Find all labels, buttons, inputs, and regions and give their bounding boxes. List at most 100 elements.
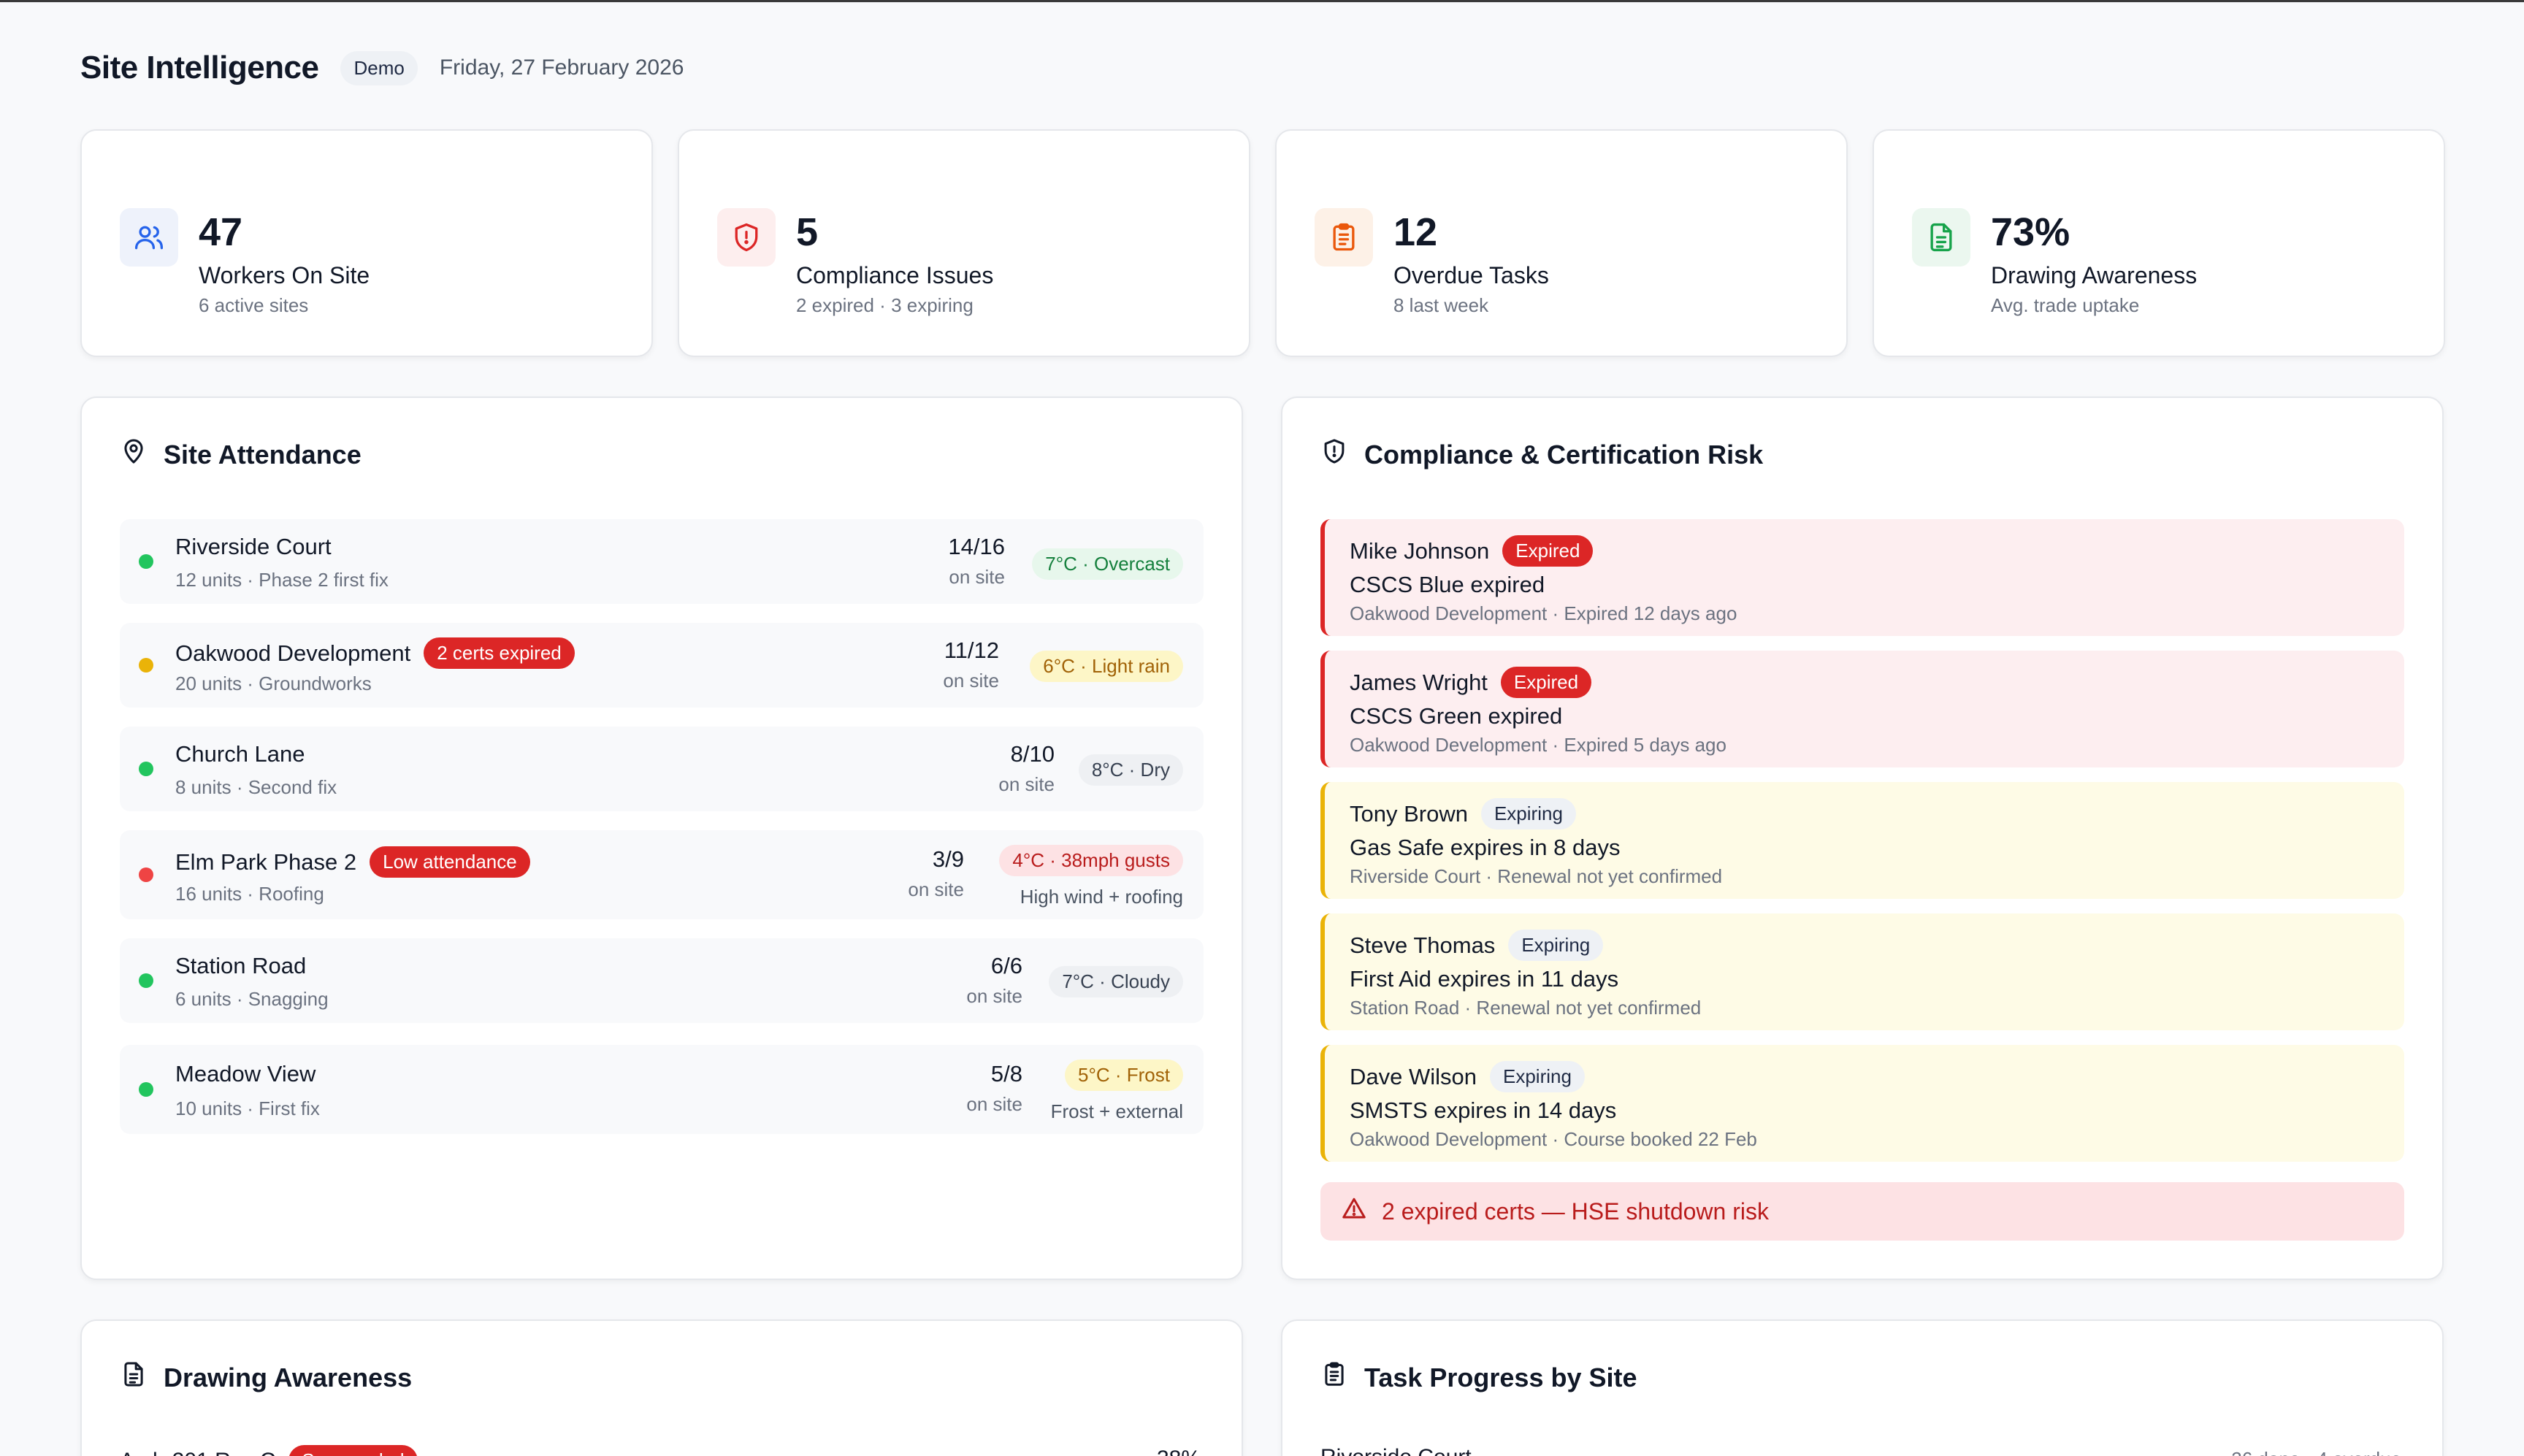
risk-name-wrap: James Wright Expired	[1350, 667, 1592, 698]
stat-subtext: Avg. trade uptake	[1991, 294, 2140, 316]
risk-item-expired[interactable]: James Wright Expired CSCS Green expired …	[1320, 651, 2404, 767]
stat-card-tasks[interactable]: 12 Overdue Tasks 8 last week	[1275, 129, 1848, 357]
on-site-label: on site	[998, 773, 1055, 795]
site-name: Station Road	[175, 953, 307, 978]
panel-header: Site Attendance	[120, 437, 362, 472]
hse-risk-alert[interactable]: 2 expired certs — HSE shutdown risk	[1320, 1182, 2404, 1241]
site-name-wrap: Church Lane	[175, 741, 305, 767]
status-dot	[139, 867, 153, 882]
site-meta: 6 units · Snagging	[175, 988, 329, 1010]
site-row-meadow-view[interactable]: Meadow View 10 units · First fix 5/8 on …	[120, 1045, 1204, 1134]
worker-name: Steve Thomas	[1350, 932, 1496, 958]
status-badge: Expiring	[1480, 798, 1576, 829]
risk-item-expiring[interactable]: Steve Thomas Expiring First Aid expires …	[1320, 913, 2404, 1030]
stat-label: Drawing Awareness	[1991, 262, 2198, 288]
weather-badge: 4°C · 38mph gusts	[999, 845, 1183, 876]
worker-name: Mike Johnson	[1350, 537, 1490, 564]
site-meta: 8 units · Second fix	[175, 776, 337, 798]
worker-name: James Wright	[1350, 669, 1488, 695]
stat-value: 73%	[1991, 210, 2070, 254]
drawing-row[interactable]: Arch-201 Rev C Superseded	[120, 1445, 418, 1456]
cert-description: CSCS Blue expired	[1350, 572, 1545, 597]
task-progress-panel: Task Progress by Site Riverside Court 26…	[1281, 1319, 2444, 1456]
stat-subtext: 2 expired · 3 expiring	[796, 294, 974, 316]
panel-title: Task Progress by Site	[1364, 1362, 1637, 1392]
site-meta: 16 units · Roofing	[175, 883, 324, 905]
stat-card-compliance[interactable]: 5 Compliance Issues 2 expired · 3 expiri…	[678, 129, 1250, 357]
drawing-name: Arch-201 Rev C	[120, 1449, 275, 1456]
status-badge: Expiring	[1490, 1061, 1585, 1092]
risk-item-expiring[interactable]: Dave Wilson Expiring SMSTS expires in 14…	[1320, 1045, 2404, 1162]
on-site-label: on site	[966, 985, 1022, 1007]
on-site-label: on site	[908, 878, 964, 900]
on-site-label: on site	[943, 670, 999, 691]
site-row-elm-park-phase-2[interactable]: Elm Park Phase 2 Low attendance 16 units…	[120, 830, 1204, 919]
stat-label: Compliance Issues	[796, 262, 994, 288]
weather-badge: 5°C · Frost	[1065, 1060, 1183, 1091]
worker-name: Dave Wilson	[1350, 1063, 1477, 1089]
cert-meta: Station Road · Renewal not yet confirmed	[1350, 997, 1702, 1019]
stat-label: Overdue Tasks	[1393, 262, 1549, 288]
on-site-label: on site	[949, 566, 1005, 588]
warning-badge: 2 certs expired	[424, 637, 575, 669]
panel-title: Site Attendance	[164, 439, 362, 470]
site-name-wrap: Station Road	[175, 953, 306, 979]
status-badge: Expiring	[1508, 930, 1604, 961]
warning-triangle-icon	[1341, 1195, 1367, 1227]
clipboard-icon	[1315, 208, 1373, 267]
site-row-riverside-court[interactable]: Riverside Court 12 units · Phase 2 first…	[120, 519, 1204, 604]
task-site-meta: 26 done · 4 overdue	[2231, 1448, 2401, 1456]
stat-value: 5	[796, 210, 819, 254]
shield-alert-icon	[1320, 437, 1348, 472]
site-meta: 10 units · First fix	[175, 1097, 320, 1119]
on-site-label: on site	[966, 1093, 1022, 1115]
shield-alert-icon	[717, 208, 776, 267]
task-site-name: Riverside Court	[1320, 1445, 1472, 1456]
cert-description: CSCS Green expired	[1350, 703, 1563, 729]
panel-title: Compliance & Certification Risk	[1364, 439, 1764, 470]
site-row-oakwood-development[interactable]: Oakwood Development 2 certs expired 20 u…	[120, 623, 1204, 708]
site-row-station-road[interactable]: Station Road 6 units · Snagging 6/6 on s…	[120, 938, 1204, 1023]
site-row-church-lane[interactable]: Church Lane 8 units · Second fix 8/10 on…	[120, 727, 1204, 811]
weather-badge: 7°C · Cloudy	[1049, 966, 1183, 997]
superseded-badge: Superseded	[288, 1445, 418, 1456]
cert-description: First Aid expires in 11 days	[1350, 966, 1619, 992]
current-date: Friday, 27 February 2026	[439, 55, 684, 80]
cert-meta: Oakwood Development · Expired 5 days ago	[1350, 734, 1726, 756]
attendance-count: 8/10	[1010, 741, 1055, 767]
status-badge: Expired	[1502, 535, 1594, 567]
site-attendance-panel: Site Attendance Riverside Court 12 units…	[80, 396, 1243, 1280]
risk-item-expiring[interactable]: Tony Brown Expiring Gas Safe expires in …	[1320, 782, 2404, 899]
stat-value: 12	[1393, 210, 1438, 254]
map-pin-icon	[120, 437, 148, 472]
site-name-wrap: Elm Park Phase 2 Low attendance	[175, 846, 530, 878]
attendance-count: 3/9	[932, 846, 964, 872]
weather-badge: 6°C · Light rain	[1030, 651, 1183, 682]
cert-meta: Oakwood Development · Course booked 22 F…	[1350, 1128, 1757, 1150]
panel-header: Task Progress by Site	[1320, 1360, 1637, 1395]
status-dot	[139, 658, 153, 673]
attendance-count: 6/6	[990, 953, 1022, 978]
warning-badge: Low attendance	[370, 846, 530, 878]
stat-subtext: 6 active sites	[199, 294, 309, 316]
weather-badge: 7°C · Overcast	[1032, 548, 1183, 580]
weather-badge: 8°C · Dry	[1078, 754, 1183, 786]
risk-item-expired[interactable]: Mike Johnson Expired CSCS Blue expired O…	[1320, 519, 2404, 636]
drawing-percent: 38%	[1157, 1447, 1201, 1456]
drawing-awareness-panel: Drawing Awareness Arch-201 Rev C Superse…	[80, 1319, 1243, 1456]
site-name: Oakwood Development	[175, 640, 411, 666]
stat-card-workers[interactable]: 47 Workers On Site 6 active sites	[80, 129, 653, 357]
cert-meta: Oakwood Development · Expired 12 days ag…	[1350, 602, 1737, 624]
document-icon	[120, 1360, 148, 1395]
weather-note: High wind + roofing	[1020, 886, 1183, 908]
app-title: Site Intelligence	[80, 50, 319, 85]
stat-card-drawing[interactable]: 73% Drawing Awareness Avg. trade uptake	[1873, 129, 2445, 357]
site-name-wrap: Meadow View	[175, 1061, 316, 1087]
attendance-count: 5/8	[990, 1061, 1022, 1087]
document-icon	[1912, 208, 1970, 267]
compliance-risk-panel: Compliance & Certification Risk Mike Joh…	[1281, 396, 2444, 1280]
cert-meta: Riverside Court · Renewal not yet confir…	[1350, 865, 1723, 887]
panel-header: Compliance & Certification Risk	[1320, 437, 1763, 472]
site-meta: 12 units · Phase 2 first fix	[175, 569, 389, 591]
site-name-wrap: Riverside Court	[175, 534, 332, 560]
